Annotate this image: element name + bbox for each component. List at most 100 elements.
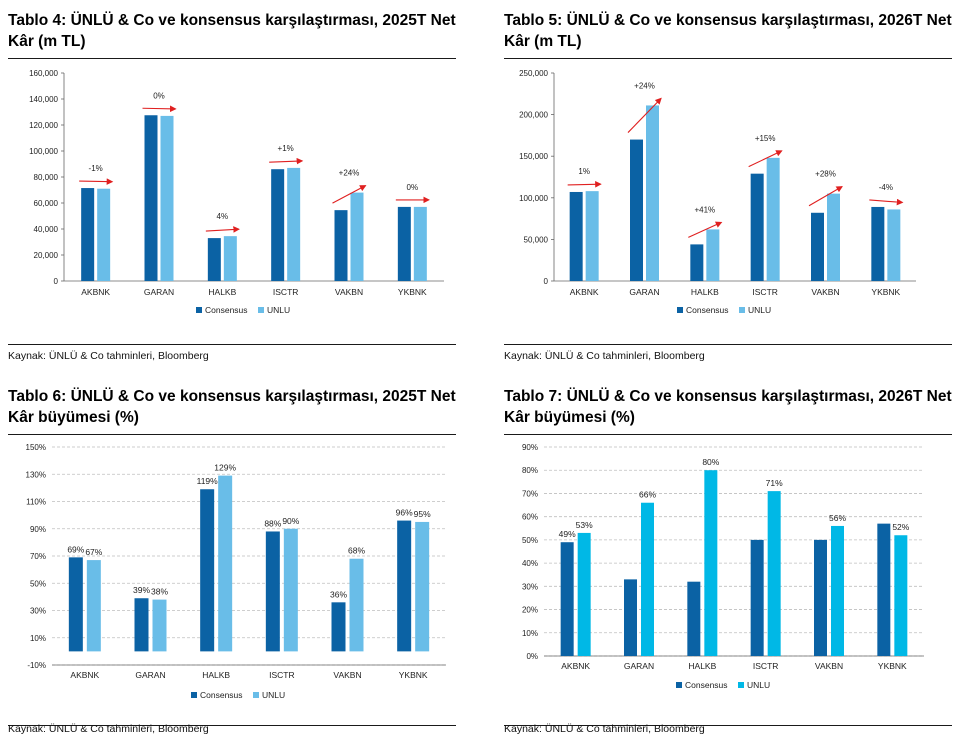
- data-label-unlu: 68%: [348, 546, 365, 556]
- data-label-unlu: 90%: [282, 516, 299, 526]
- bar-consensus-ykbnk: [871, 206, 885, 281]
- category-label: HALKB: [208, 287, 236, 297]
- y-tick-label: 60,000: [34, 199, 59, 208]
- legend-swatch-consensus: [677, 307, 683, 313]
- legend-swatch-consensus: [196, 307, 202, 313]
- bar-unlu-vakbn: [350, 192, 364, 281]
- y-tick-label: 10%: [522, 629, 538, 638]
- bar-unlu-isctr: [767, 491, 781, 656]
- data-label-unlu: 129%: [214, 463, 236, 473]
- bar-consensus-garan: [134, 598, 149, 652]
- bar-consensus-halkb: [687, 581, 701, 656]
- category-label: ISCTR: [273, 287, 299, 297]
- bar-unlu-ykbnk: [415, 521, 430, 652]
- y-tick-label: 0: [54, 277, 59, 286]
- change-arrow: [808, 186, 843, 207]
- legend-label-unlu: UNLU: [262, 690, 285, 700]
- bar-consensus-akbnk: [68, 557, 83, 652]
- bar-unlu-akbnk: [577, 532, 591, 656]
- legend-swatch-unlu: [739, 307, 745, 313]
- y-tick-label: 50%: [522, 536, 538, 545]
- data-label-consensus: 69%: [67, 544, 84, 554]
- change-arrow: [748, 150, 783, 168]
- bar-unlu-vakbn: [831, 525, 844, 656]
- change-label: +28%: [815, 170, 836, 179]
- data-label-unlu: 52%: [892, 522, 909, 532]
- data-label-unlu: 71%: [766, 478, 783, 488]
- bar-unlu-akbnk: [585, 191, 599, 281]
- bar-consensus-halkb: [207, 238, 221, 281]
- category-label: YKBNK: [398, 287, 427, 297]
- category-label: AKBNK: [570, 287, 599, 297]
- data-label-consensus: 119%: [197, 476, 219, 486]
- y-tick-label: 90%: [30, 525, 46, 534]
- category-label: YKBNK: [871, 287, 900, 297]
- category-label: VAKBN: [811, 287, 839, 297]
- bar-unlu-halkb: [218, 475, 233, 652]
- category-label: GARAN: [144, 287, 174, 297]
- legend-swatch-unlu: [738, 682, 744, 688]
- y-tick-label: 80%: [522, 466, 538, 475]
- category-label: HALKB: [202, 670, 230, 680]
- legend-label-unlu: UNLU: [748, 305, 771, 315]
- bar-consensus-halkb: [200, 489, 215, 652]
- bar-consensus-ykbnk: [877, 523, 891, 656]
- bar-consensus-isctr: [750, 173, 764, 281]
- y-tick-label: 40,000: [34, 225, 59, 234]
- bar-unlu-isctr: [283, 528, 298, 652]
- legend-label-consensus: Consensus: [200, 690, 243, 700]
- change-label: 1%: [578, 167, 590, 176]
- change-arrow: [627, 97, 662, 133]
- bar-consensus-isctr: [265, 531, 280, 652]
- y-tick-label: 30%: [30, 607, 46, 616]
- legend-label-unlu: UNLU: [747, 680, 770, 690]
- source-note: Kaynak: ÜNLÜ & Co tahminleri, Bloomberg: [504, 350, 705, 362]
- legend-label-consensus: Consensus: [686, 305, 729, 315]
- data-label-unlu: 80%: [702, 457, 719, 467]
- y-tick-label: 110%: [26, 498, 46, 507]
- legend-label-consensus: Consensus: [685, 680, 728, 690]
- y-tick-label: 20,000: [34, 251, 59, 260]
- y-tick-label: 150%: [26, 443, 46, 452]
- legend: Consensus UNLU: [676, 680, 770, 690]
- category-label: HALKB: [691, 287, 719, 297]
- bar-consensus-ykbnk: [397, 206, 411, 281]
- y-tick-label: 130%: [26, 470, 46, 479]
- change-label: 4%: [217, 212, 229, 221]
- bar-consensus-vakbn: [811, 212, 824, 281]
- y-tick-label: 70%: [30, 552, 46, 561]
- legend-label-unlu: UNLU: [267, 305, 290, 315]
- chart-title: Tablo 4: ÜNLÜ & Co ve konsensus karşılaş…: [8, 12, 456, 50]
- bar-consensus-garan: [144, 115, 158, 281]
- y-tick-label: 50,000: [524, 235, 549, 244]
- category-label: GARAN: [629, 287, 659, 297]
- legend: Consensus UNLU: [677, 305, 771, 315]
- category-label: VAKBN: [815, 661, 843, 671]
- bar-consensus-isctr: [750, 539, 764, 656]
- chart-area: 0% 10% 20% 30% 40% 50% 60% 70% 80% 90% AKBNK 49% 53%…: [504, 434, 952, 726]
- change-arrow: [332, 185, 367, 204]
- bar-consensus-akbnk: [81, 188, 95, 281]
- y-tick-label: 30%: [522, 582, 538, 591]
- bar-consensus-vakbn: [334, 210, 348, 281]
- change-label: +24%: [634, 81, 655, 90]
- panel-tablo-4: Tablo 4: ÜNLÜ & Co ve konsensus karşılaş…: [4, 0, 466, 372]
- bar-chart-2026-growth: 0% 10% 20% 30% 40% 50% 60% 70% 80% 90% AKBNK 49%53%…: [522, 443, 924, 690]
- bar-consensus-vakbn: [331, 602, 346, 652]
- chart-title: Tablo 6: ÜNLÜ & Co ve konsensus karşılaş…: [8, 388, 456, 426]
- category-label: GARAN: [135, 670, 165, 680]
- y-tick-label: 120,000: [29, 121, 58, 130]
- y-tick-label: 100,000: [29, 147, 58, 156]
- chart-area: 0 50,000 100,000 150,000 200,000 250,000 AKBNK…: [504, 58, 952, 345]
- source-note: Kaynak: ÜNLÜ & Co tahminleri, Bloomberg: [8, 723, 209, 735]
- data-label-consensus: 96%: [396, 508, 413, 518]
- category-label: ISCTR: [752, 287, 778, 297]
- chart-title: Tablo 7: ÜNLÜ & Co ve konsensus karşılaş…: [504, 388, 952, 426]
- y-tick-label: 50%: [30, 579, 46, 588]
- data-label-unlu: 95%: [414, 509, 431, 519]
- panel-tablo-6: Tablo 6: ÜNLÜ & Co ve konsensus karşılaş…: [4, 378, 466, 750]
- bar-consensus-garan: [630, 139, 643, 281]
- bar-chart-2025-net-kar: 0 20,000 40,000 60,000 80,000 100,000 120,000 1…: [29, 69, 444, 315]
- y-tick-label: 60%: [522, 513, 538, 522]
- bar-unlu-vakbn: [827, 193, 840, 281]
